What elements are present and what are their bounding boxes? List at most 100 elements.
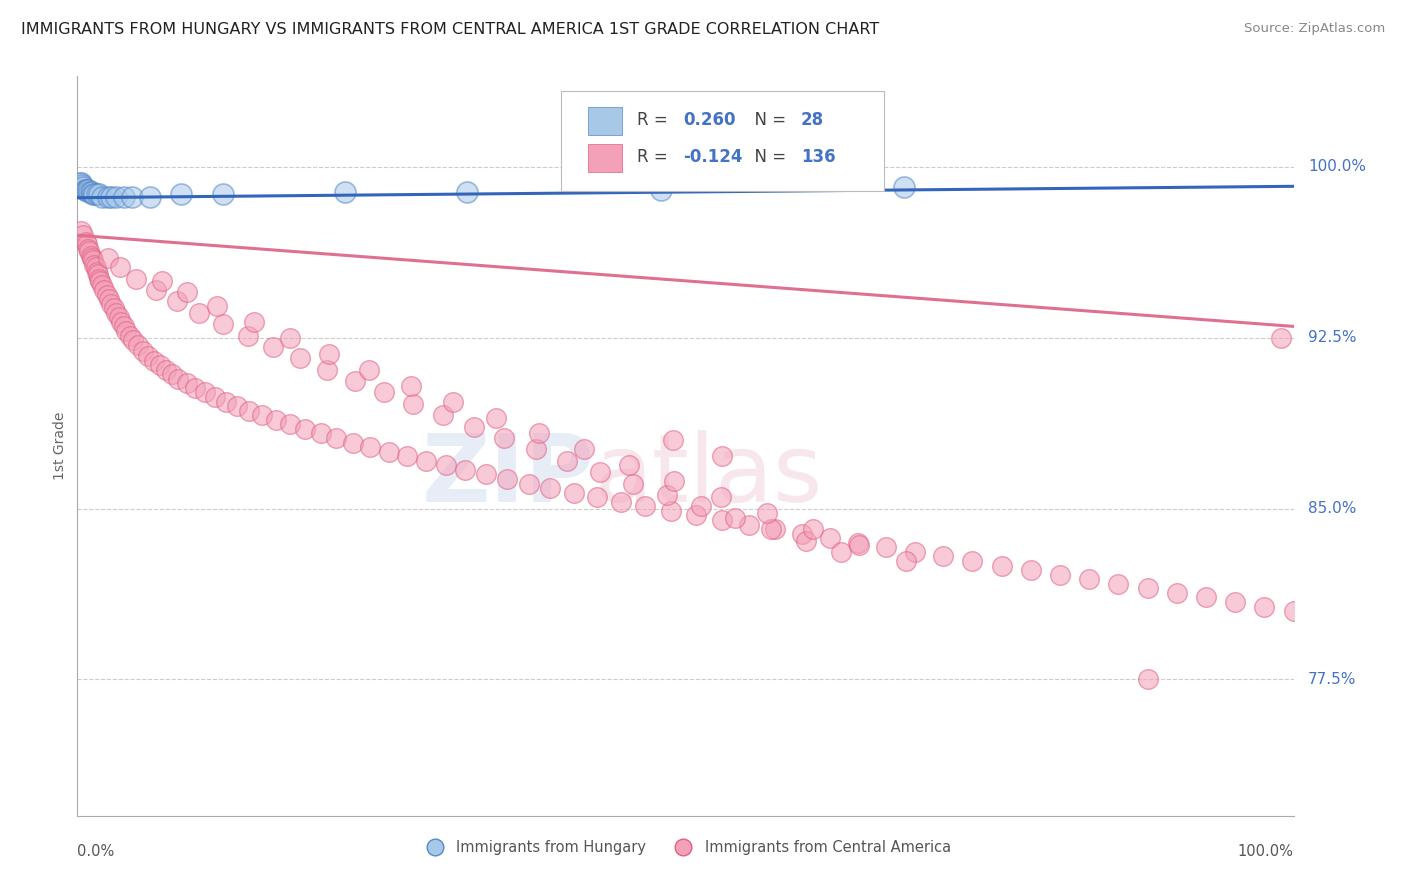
Point [73, 183, 96, 197]
Point [80, 185, 103, 199]
Point [846, 536, 869, 550]
Point [105, 189, 128, 203]
Point [166, 294, 188, 309]
Point [315, 362, 337, 376]
Point [212, 187, 235, 202]
Point [454, 463, 477, 477]
Point [432, 409, 454, 423]
Point [538, 481, 561, 495]
Point [818, 531, 841, 545]
Point [205, 299, 228, 313]
Point [1253, 599, 1275, 614]
Point [87, 267, 110, 281]
Point [325, 431, 347, 445]
Point [89, 271, 111, 285]
Point [105, 306, 128, 320]
Text: 100.0%: 100.0% [1308, 160, 1367, 175]
Point [990, 558, 1012, 573]
Point [176, 376, 198, 391]
Point [441, 394, 464, 409]
Point [69, 176, 91, 190]
Point [342, 435, 364, 450]
Text: 0.260: 0.260 [683, 111, 735, 128]
Point [962, 554, 984, 568]
Point [132, 344, 155, 359]
Point [155, 362, 177, 376]
Point [463, 419, 485, 434]
Point [108, 260, 131, 275]
Point [434, 458, 457, 473]
Point [402, 397, 425, 411]
Point [70, 224, 93, 238]
Point [215, 394, 238, 409]
Point [333, 185, 356, 199]
Point [86, 187, 108, 202]
Point [1078, 572, 1101, 586]
Point [359, 440, 381, 454]
Point [309, 426, 332, 441]
Text: IMMIGRANTS FROM HUNGARY VS IMMIGRANTS FROM CENTRAL AMERICA 1ST GRADE CORRELATION: IMMIGRANTS FROM HUNGARY VS IMMIGRANTS FR… [21, 22, 879, 37]
Point [194, 385, 217, 400]
Point [188, 306, 211, 320]
Text: N =: N = [744, 111, 792, 128]
Point [710, 513, 733, 527]
Point [1136, 582, 1159, 596]
Point [80, 249, 103, 263]
Point [93, 283, 115, 297]
Point [318, 347, 340, 361]
Point [79, 244, 101, 259]
Point [145, 283, 167, 297]
Point [1282, 604, 1305, 618]
Point [89, 187, 111, 202]
Point [70, 176, 93, 190]
Point [90, 189, 112, 203]
Text: R =: R = [637, 147, 673, 166]
Point [225, 399, 247, 413]
Point [765, 522, 787, 536]
Point [149, 358, 172, 372]
Point [359, 362, 381, 376]
Point [1049, 567, 1071, 582]
Point [619, 458, 641, 473]
Point [97, 292, 120, 306]
Point [84, 260, 107, 275]
Point [495, 472, 517, 486]
Point [100, 189, 122, 203]
Point [634, 500, 657, 514]
Point [759, 522, 782, 536]
Point [90, 278, 112, 293]
Point [894, 554, 917, 568]
Point [288, 351, 311, 366]
Point [262, 340, 284, 354]
Point [77, 242, 100, 256]
Point [122, 333, 145, 347]
Point [125, 271, 148, 285]
Point [685, 508, 707, 523]
Point [875, 541, 897, 555]
Point [794, 533, 817, 548]
Point [278, 417, 301, 432]
Point [373, 385, 395, 400]
Point [377, 444, 399, 458]
Bar [588, 144, 623, 172]
Point [184, 381, 207, 395]
Point [250, 409, 273, 423]
Text: 100.0%: 100.0% [1237, 844, 1294, 858]
Point [100, 296, 122, 310]
Point [83, 258, 105, 272]
Point [242, 315, 264, 329]
Point [238, 403, 260, 417]
Text: -0.124: -0.124 [683, 147, 742, 166]
Point [659, 504, 682, 518]
Point [212, 317, 235, 331]
Point [170, 187, 193, 202]
Point [83, 187, 105, 202]
Point [264, 413, 287, 427]
Point [529, 426, 551, 441]
Text: R =: R = [637, 111, 673, 128]
Point [236, 328, 259, 343]
Point [562, 485, 585, 500]
Point [152, 274, 174, 288]
Y-axis label: 1st Grade: 1st Grade [53, 412, 67, 480]
Text: 92.5%: 92.5% [1308, 330, 1357, 345]
